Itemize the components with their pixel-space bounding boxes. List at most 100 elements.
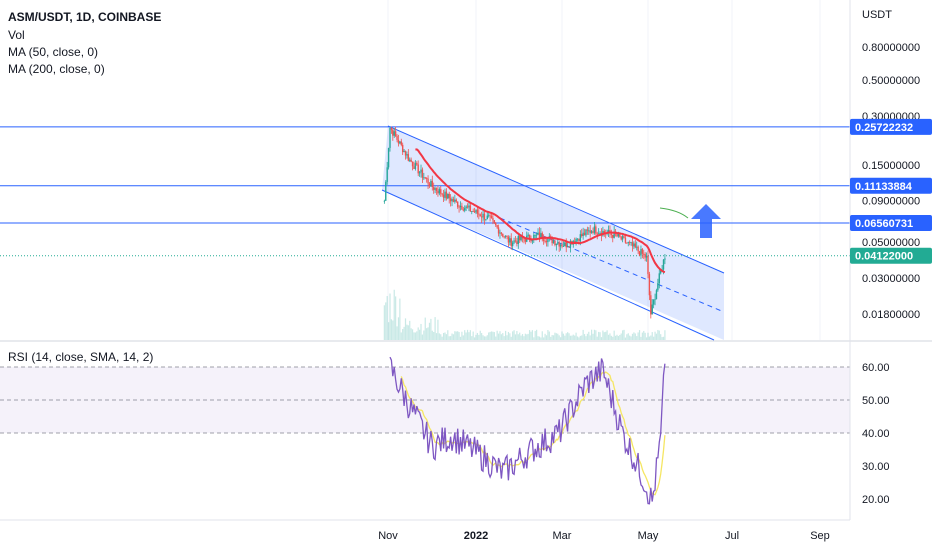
candle <box>458 204 460 213</box>
volume-bar <box>572 334 574 340</box>
candle-body <box>510 238 512 246</box>
candle-body <box>559 244 562 247</box>
candle <box>480 211 483 223</box>
candle <box>555 243 558 251</box>
candle-body <box>489 215 491 217</box>
badge-background <box>850 118 932 135</box>
indicator-vol[interactable]: Vol <box>8 28 25 42</box>
volume-bar <box>637 332 639 340</box>
volume-bar <box>555 333 557 340</box>
candle-body <box>386 167 388 182</box>
volume-bar <box>395 296 397 340</box>
candle <box>575 237 577 246</box>
candle-body <box>514 240 517 242</box>
candle <box>413 161 415 170</box>
candle-body <box>456 201 459 207</box>
volume-bar <box>554 332 556 340</box>
candle <box>418 170 421 177</box>
price-tick-label: 0.80000000 <box>862 42 920 54</box>
volume-bar <box>568 333 570 340</box>
price-level-badge: 0.25722232 <box>850 118 932 135</box>
candle-body <box>586 229 589 231</box>
time-tick-label: Mar <box>553 530 572 542</box>
volume-bar <box>458 332 460 340</box>
candle <box>485 218 487 222</box>
candle-body <box>528 234 531 240</box>
volume-bar <box>664 330 666 340</box>
volume-bar <box>448 336 450 340</box>
indicator-ma200[interactable]: MA (200, close, 0) <box>8 62 105 76</box>
volume-bar <box>655 333 658 340</box>
candle-body <box>513 240 515 243</box>
volume-bar <box>479 330 481 340</box>
candle-body <box>599 232 601 234</box>
price-tick-label: 0.01800000 <box>862 309 920 321</box>
candle <box>627 241 629 247</box>
candle <box>641 247 644 259</box>
candle-body <box>465 206 467 209</box>
rsi-legend[interactable]: RSI (14, close, SMA, 14, 2) <box>8 350 154 364</box>
volume-bar <box>578 337 580 340</box>
candle-body <box>550 236 552 238</box>
candle <box>495 221 497 227</box>
volume-bar <box>643 330 645 340</box>
candle <box>590 229 593 234</box>
rsi-tick-label: 30.00 <box>862 461 890 473</box>
candle <box>648 271 651 301</box>
candle <box>465 205 467 212</box>
symbol-title[interactable]: ASM/USDT, 1D, COINBASE <box>8 10 162 24</box>
candle <box>527 232 529 238</box>
candle <box>638 250 641 257</box>
descending-channel <box>381 125 725 341</box>
candle-body <box>473 211 476 213</box>
volume-bar <box>609 333 611 340</box>
price-tick-label: 0.09000000 <box>862 196 920 208</box>
candle <box>513 237 515 245</box>
candle <box>397 134 400 147</box>
candle <box>492 214 494 225</box>
rsi-axis[interactable]: 60.00 50.00 40.00 30.00 20.00 <box>862 362 890 506</box>
candle <box>483 210 486 225</box>
volume-bar <box>540 337 542 340</box>
volume-bar <box>517 334 519 340</box>
volume-bar <box>571 335 573 340</box>
volume-bar <box>552 335 555 340</box>
candle-body <box>582 232 584 236</box>
candle-body <box>551 236 553 244</box>
volume-bar <box>507 331 510 340</box>
candle <box>657 278 659 292</box>
price-axis[interactable]: 0.800000000.500000000.300000000.15000000… <box>862 42 920 321</box>
candle <box>644 252 646 262</box>
indicator-ma50[interactable]: MA (50, close, 0) <box>8 45 99 59</box>
candle <box>586 226 589 235</box>
candle <box>431 175 433 191</box>
candle <box>449 194 452 207</box>
volume-bar <box>516 331 518 340</box>
volume-bar <box>647 332 649 340</box>
volume-bar <box>478 334 480 340</box>
volume-bar <box>574 335 576 340</box>
candle-body <box>437 190 439 194</box>
volume-bar <box>548 331 550 340</box>
candle <box>509 235 511 246</box>
candle-body <box>540 233 542 238</box>
volume-bar <box>562 333 565 340</box>
candle-body <box>509 238 511 243</box>
candle <box>620 235 622 241</box>
candle-body <box>643 253 645 255</box>
candle-body <box>527 234 529 236</box>
volume-bar <box>662 336 665 340</box>
candle-body <box>645 255 648 258</box>
volume-bar <box>441 336 443 340</box>
volume-bar <box>626 334 628 340</box>
volume-bar <box>541 331 543 340</box>
candle <box>455 198 457 203</box>
time-axis[interactable]: Nov 2022 Mar May Jul Sep <box>378 530 830 542</box>
volume-bar <box>472 331 474 340</box>
candle <box>444 188 446 201</box>
candle <box>633 241 635 250</box>
volume-bar <box>633 332 635 340</box>
volume-bar <box>600 337 603 340</box>
candle <box>486 212 488 220</box>
